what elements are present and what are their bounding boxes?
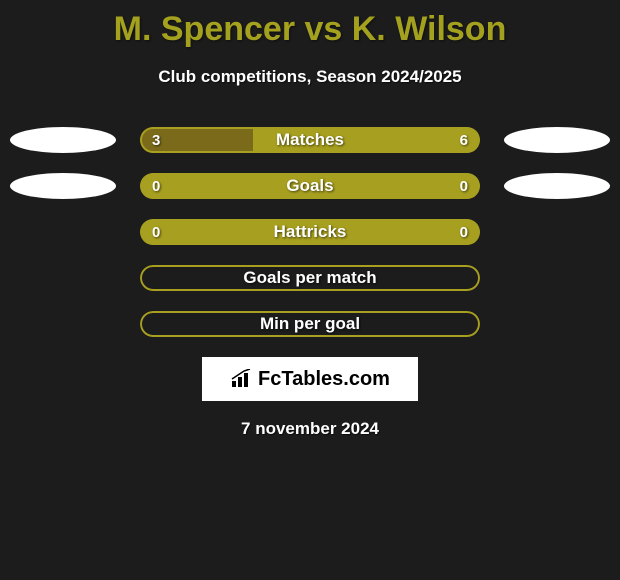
stat-label: Matches <box>140 127 480 153</box>
stat-label: Goals <box>140 173 480 199</box>
date-text: 7 november 2024 <box>0 419 620 439</box>
stat-bar: 00Hattricks <box>140 219 480 245</box>
logo-box: FcTables.com <box>202 357 418 401</box>
stat-row: 36Matches <box>0 127 620 153</box>
comparison-rows: 36Matches 00Goals 00Hattricks Goals per mat… <box>0 127 620 337</box>
page-title: M. Spencer vs K. Wilson <box>0 0 620 49</box>
logo: FcTables.com <box>230 368 390 391</box>
logo-text: FcTables.com <box>258 368 390 391</box>
stat-row: 00Goals <box>0 173 620 199</box>
flag-oval-right <box>504 127 610 153</box>
stat-bar: Min per goal <box>140 311 480 337</box>
flag-oval-left <box>10 173 116 199</box>
page-subtitle: Club competitions, Season 2024/2025 <box>0 67 620 87</box>
stat-label: Min per goal <box>140 311 480 337</box>
stat-bar: 00Goals <box>140 173 480 199</box>
stat-bar: Goals per match <box>140 265 480 291</box>
stat-label: Goals per match <box>140 265 480 291</box>
stat-row: Goals per match <box>0 265 620 291</box>
stat-row: 00Hattricks <box>0 219 620 245</box>
stat-row: Min per goal <box>0 311 620 337</box>
stat-bar: 36Matches <box>140 127 480 153</box>
stat-label: Hattricks <box>140 219 480 245</box>
chart-icon <box>230 369 254 389</box>
flag-oval-left <box>10 127 116 153</box>
flag-oval-right <box>504 173 610 199</box>
